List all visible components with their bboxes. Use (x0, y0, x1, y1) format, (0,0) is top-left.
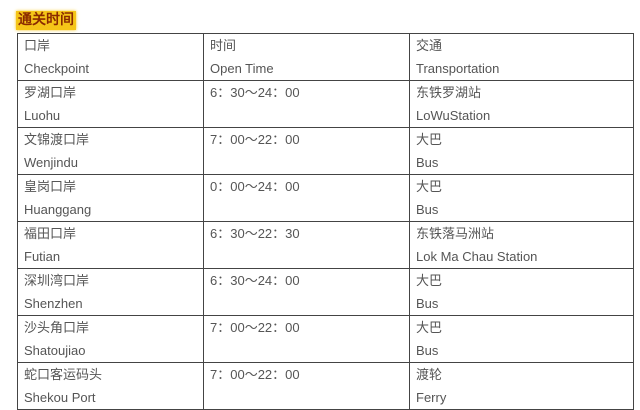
transportation-en: Bus (416, 155, 439, 170)
checkpoint-cell: 文锦渡口岸 Wenjindu (17, 127, 204, 175)
checkpoint-zh: 文锦渡口岸 (24, 132, 90, 147)
table-row: 蛇口客运码头 Shekou Port 7：00～22：00 渡轮 Ferry (17, 362, 634, 410)
transportation-cell: 交通 Transportation (409, 33, 634, 81)
transportation-en: Transportation (416, 61, 500, 76)
checkpoint-cell: 口岸 Checkpoint (17, 33, 204, 81)
open-time-zh: 6：30～24：00 (210, 273, 300, 288)
transportation-zh: 大巴 (416, 132, 443, 147)
checkpoint-en: Futian (24, 249, 61, 264)
checkpoint-cell: 蛇口客运码头 Shekou Port (17, 362, 204, 410)
checkpoint-zh: 蛇口客运码头 (24, 367, 103, 382)
table-row: 深圳湾口岸 Shenzhen 6：30～24：00 大巴 Bus (17, 268, 634, 316)
transportation-zh: 渡轮 (416, 367, 443, 382)
transportation-cell: 东铁落马洲站 Lok Ma Chau Station (409, 221, 634, 269)
checkpoint-zh: 深圳湾口岸 (24, 273, 90, 288)
open-time-cell: 0：00～24：00 (203, 174, 410, 222)
checkpoint-cell: 深圳湾口岸 Shenzhen (17, 268, 204, 316)
checkpoint-cell: 福田口岸 Futian (17, 221, 204, 269)
open-time-cell: 6：30～24：00 (203, 80, 410, 128)
open-time-zh: 0：00～24：00 (210, 179, 300, 194)
transportation-cell: 渡轮 Ferry (409, 362, 634, 410)
checkpoint-en: Luohu (24, 108, 61, 123)
transportation-cell: 大巴 Bus (409, 127, 634, 175)
table-row: 文锦渡口岸 Wenjindu 7：00～22：00 大巴 Bus (17, 127, 634, 175)
transportation-en: Bus (416, 202, 439, 217)
transportation-zh: 东铁罗湖站 (416, 85, 482, 100)
checkpoint-en: Checkpoint (24, 61, 90, 76)
table-row: 沙头角口岸 Shatoujiao 7：00～22：00 大巴 Bus (17, 315, 634, 363)
table-row: 罗湖口岸 Luohu 6：30～24：00 东铁罗湖站 LoWuStation (17, 80, 634, 128)
transportation-zh: 东铁落马洲站 (416, 226, 495, 241)
transportation-zh: 大巴 (416, 179, 443, 194)
table-row: 福田口岸 Futian 6：30～22：30 东铁落马洲站 Lok Ma Chau St… (17, 221, 634, 269)
open-time-zh: 6：30～22：30 (210, 226, 300, 241)
transportation-en: Bus (416, 296, 439, 311)
transportation-en: LoWuStation (416, 108, 491, 123)
open-time-zh: 7：00～22：00 (210, 320, 300, 335)
checkpoint-cell: 皇岗口岸 Huanggang (17, 174, 204, 222)
checkpoint-zh: 罗湖口岸 (24, 85, 77, 100)
open-time-zh: 6：30～24：00 (210, 85, 300, 100)
transportation-en: Lok Ma Chau Station (416, 249, 538, 264)
table-row: 皇岗口岸 Huanggang 0：00～24：00 大巴 Bus (17, 174, 634, 222)
transportation-en: Ferry (416, 390, 447, 405)
header-row: 口岸 Checkpoint 时间 Open Time 交通 Transportation (17, 33, 634, 81)
checkpoint-en: Shatoujiao (24, 343, 86, 358)
transportation-zh: 大巴 (416, 320, 443, 335)
checkpoint-zh: 口岸 (24, 38, 51, 53)
transportation-cell: 大巴 Bus (409, 315, 634, 363)
open-time-cell: 6：30～22：30 (203, 221, 410, 269)
transportation-cell: 大巴 Bus (409, 174, 634, 222)
checkpoint-cell: 罗湖口岸 Luohu (17, 80, 204, 128)
transportation-zh: 大巴 (416, 273, 443, 288)
checkpoint-zh: 沙头角口岸 (24, 320, 90, 335)
checkpoint-zh: 皇岗口岸 (24, 179, 77, 194)
transportation-cell: 大巴 Bus (409, 268, 634, 316)
open-time-en: Open Time (210, 61, 274, 76)
transportation-cell: 东铁罗湖站 LoWuStation (409, 80, 634, 128)
open-time-zh: 7：00～22：00 (210, 132, 300, 147)
checkpoint-hours-table: 口岸 Checkpoint 时间 Open Time 交通 Transportation 罗… (17, 33, 634, 410)
open-time-cell: 时间 Open Time (203, 33, 410, 81)
open-time-cell: 7：00～22：00 (203, 315, 410, 363)
checkpoint-zh: 福田口岸 (24, 226, 77, 241)
checkpoint-en: Shenzhen (24, 296, 83, 311)
open-time-zh: 时间 (210, 38, 237, 53)
transportation-zh: 交通 (416, 38, 443, 53)
checkpoint-en: Wenjindu (24, 155, 78, 170)
checkpoint-en: Shekou Port (24, 390, 96, 405)
checkpoint-en: Huanggang (24, 202, 92, 217)
open-time-cell: 7：00～22：00 (203, 362, 410, 410)
section-title: 通关时间 (16, 11, 76, 30)
transportation-en: Bus (416, 343, 439, 358)
open-time-cell: 7：00～22：00 (203, 127, 410, 175)
checkpoint-cell: 沙头角口岸 Shatoujiao (17, 315, 204, 363)
open-time-zh: 7：00～22：00 (210, 367, 300, 382)
open-time-cell: 6：30～24：00 (203, 268, 410, 316)
